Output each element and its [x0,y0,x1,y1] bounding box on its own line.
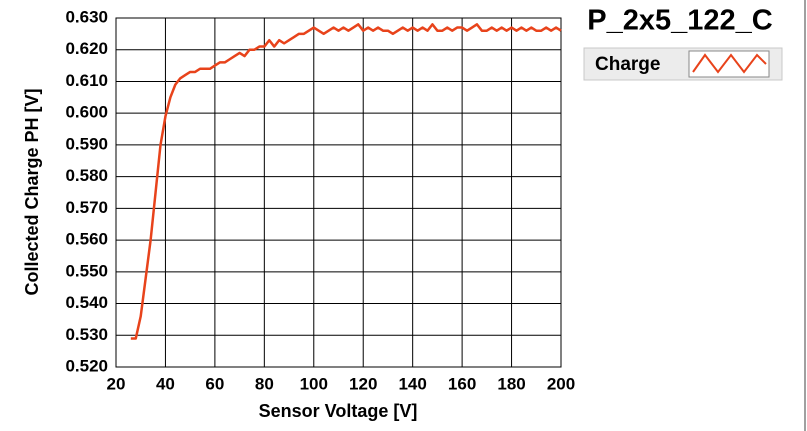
legend-label: Charge [595,54,660,75]
chart-title: P_2x5_122_C [587,5,772,37]
x-tick-label: 140 [398,374,426,393]
x-tick-label: 200 [547,374,575,393]
y-tick-label: 0.560 [65,230,108,249]
grid [115,17,562,368]
y-axis-label: Collected Charge PH [V] [22,88,42,295]
plot-area [115,17,562,368]
y-tick-label: 0.610 [65,71,108,90]
y-tick-label: 0.630 [65,7,108,26]
x-tick-label: 40 [156,374,175,393]
x-tick-label: 120 [349,374,377,393]
y-tick-label: 0.590 [65,134,108,153]
x-tick-label: 100 [300,374,328,393]
legend: Charge [583,47,783,81]
y-tick-label: 0.550 [65,261,108,280]
y-tick-label: 0.530 [65,325,108,344]
x-tick-label: 60 [205,374,224,393]
x-axis-label: Sensor Voltage [V] [259,401,418,421]
x-tick-label: 80 [255,374,274,393]
y-tick-label: 0.540 [65,293,108,312]
legend-line [692,53,767,74]
data-line [130,23,562,340]
y-tick-label: 0.620 [65,39,108,58]
x-tick-label: 180 [497,374,525,393]
y-tick-label: 0.580 [65,166,108,185]
y-tick-label: 0.600 [65,103,108,122]
y-tick-label: 0.570 [65,198,108,217]
x-tick-label: 20 [107,374,126,393]
y-tick-label: 0.520 [65,356,108,375]
x-tick-label: 160 [448,374,476,393]
